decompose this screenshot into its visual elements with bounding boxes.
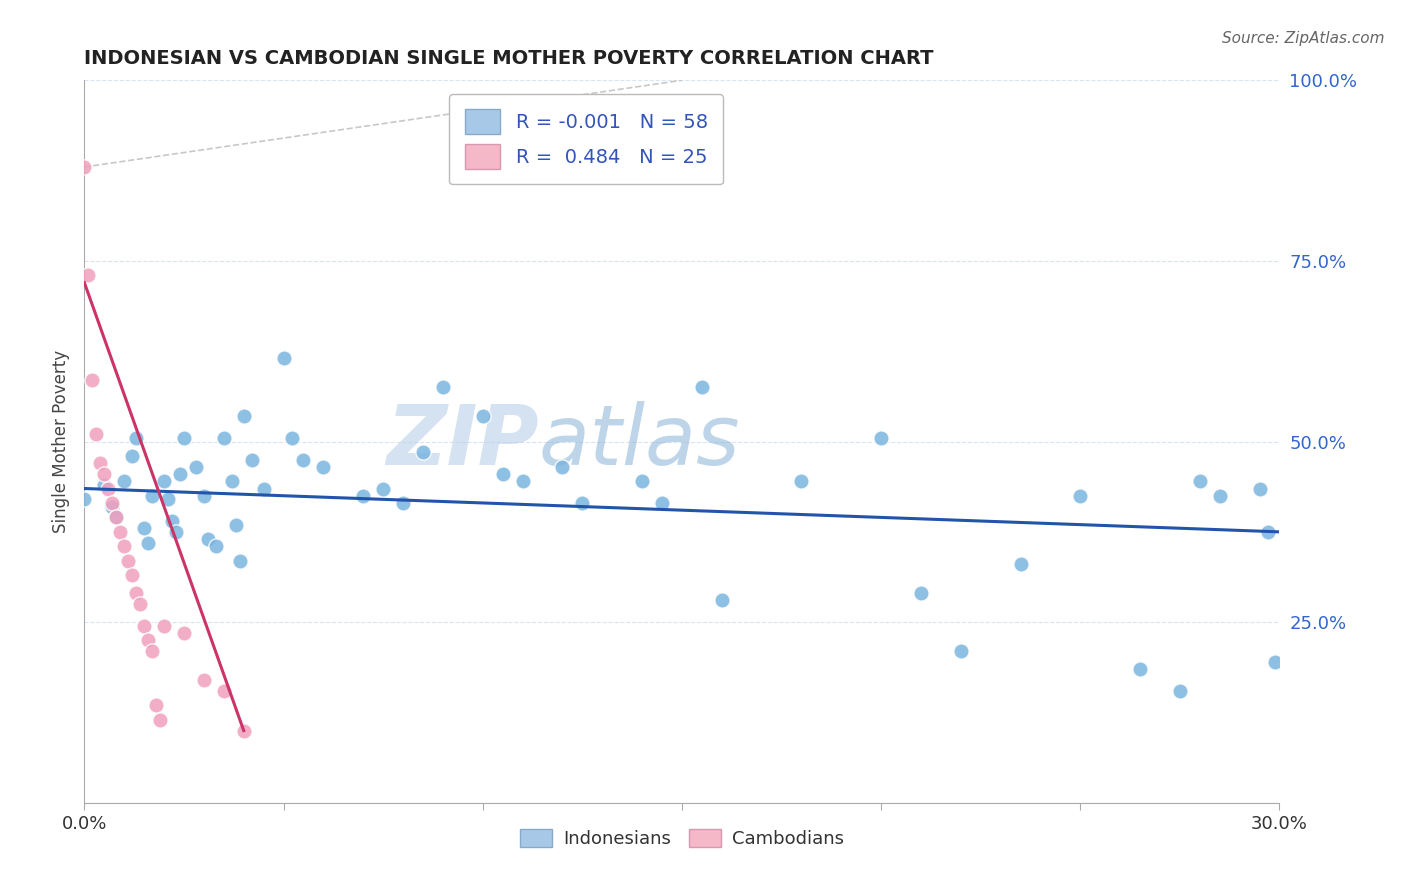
Point (125, 586, 148, 600)
Point (101, 500, 124, 514)
Point (193, 673, 215, 687)
Point (110, 524, 132, 539)
Point (173, 431, 195, 445)
Point (240, 452, 263, 467)
Y-axis label: Single Mother Poverty: Single Mother Poverty (52, 350, 70, 533)
Point (197, 532, 219, 546)
Point (117, 554, 139, 568)
Point (631, 475, 654, 489)
Point (1168, 683, 1191, 698)
Text: ZIP: ZIP (385, 401, 538, 482)
Point (910, 586, 932, 600)
Point (312, 459, 335, 474)
Point (870, 431, 893, 445)
Point (225, 517, 247, 532)
Point (432, 380, 454, 394)
Point (121, 449, 143, 463)
Point (112, 539, 135, 553)
Point (157, 492, 180, 507)
Point (153, 475, 176, 489)
Point (1249, 482, 1271, 496)
Point (412, 445, 434, 459)
Point (471, 409, 494, 424)
Text: Source: ZipAtlas.com: Source: ZipAtlas.com (1222, 31, 1385, 46)
Point (710, 593, 733, 607)
Point (129, 597, 152, 611)
Point (373, 482, 395, 496)
Point (221, 475, 243, 489)
Point (112, 475, 135, 489)
Point (101, 496, 124, 510)
Point (1069, 489, 1091, 503)
Point (93, 478, 115, 492)
Point (273, 351, 295, 366)
Point (1188, 475, 1211, 489)
Point (89, 456, 111, 470)
Point (1010, 558, 1032, 572)
Point (165, 524, 187, 539)
Point (392, 496, 415, 510)
Point (125, 431, 148, 445)
Point (212, 431, 235, 445)
Text: atlas: atlas (538, 401, 740, 482)
Point (292, 452, 315, 467)
Point (949, 644, 972, 658)
Point (93, 467, 115, 481)
Point (145, 698, 167, 713)
Point (1257, 524, 1279, 539)
Point (232, 723, 254, 738)
Point (73, 160, 96, 174)
Point (73, 492, 96, 507)
Point (77, 268, 100, 283)
Point (1209, 489, 1232, 503)
Point (136, 535, 159, 549)
Point (121, 568, 143, 582)
Point (512, 475, 534, 489)
Point (492, 467, 515, 481)
Point (253, 482, 276, 496)
Point (184, 459, 207, 474)
Point (551, 459, 574, 474)
Point (790, 475, 813, 489)
Point (97, 482, 120, 496)
Point (651, 496, 673, 510)
Point (105, 510, 128, 524)
Point (1264, 655, 1286, 669)
Point (352, 489, 374, 503)
Point (212, 683, 235, 698)
Text: INDONESIAN VS CAMBODIAN SINGLE MOTHER POVERTY CORRELATION CHART: INDONESIAN VS CAMBODIAN SINGLE MOTHER PO… (84, 48, 934, 68)
Point (690, 380, 713, 394)
Point (173, 626, 195, 640)
Point (86, 427, 108, 442)
Point (205, 539, 228, 553)
Point (132, 521, 156, 535)
Point (141, 644, 163, 658)
Point (136, 633, 159, 648)
Point (169, 467, 191, 481)
Point (141, 489, 163, 503)
Point (193, 489, 215, 503)
Point (1129, 662, 1152, 676)
Point (280, 431, 302, 445)
Point (160, 514, 183, 528)
Point (132, 619, 156, 633)
Point (82, 373, 104, 387)
Point (153, 619, 176, 633)
Legend: Indonesians, Cambodians: Indonesians, Cambodians (512, 822, 852, 855)
Point (105, 510, 128, 524)
Point (571, 496, 593, 510)
Point (232, 409, 254, 424)
Point (149, 713, 172, 727)
Point (229, 554, 252, 568)
